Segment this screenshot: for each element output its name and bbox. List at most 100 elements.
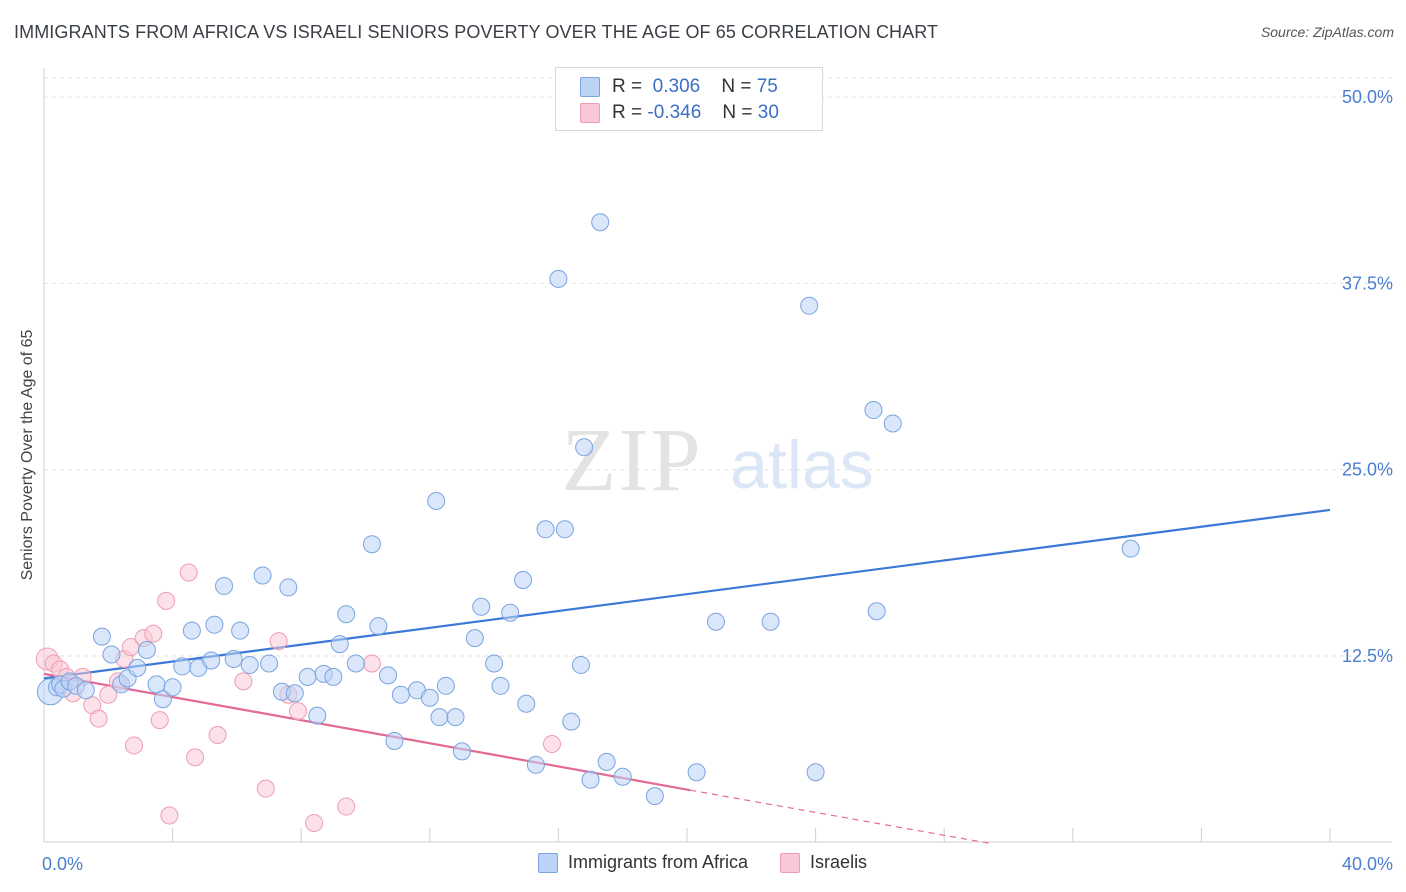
trend-line-africa [43, 508, 1331, 680]
point-israelis [269, 632, 288, 651]
source-label: Source: ZipAtlas.com [1260, 24, 1394, 40]
legend-swatch-africa [580, 77, 600, 97]
y-axis-label: Seniors Poverty Over the Age of 65 [19, 329, 36, 581]
point-africa [308, 706, 327, 725]
point-israelis [337, 797, 356, 816]
point-africa [1121, 539, 1140, 558]
legend-row-africa: R = 0.306 N = 75 [580, 75, 778, 99]
point-africa [452, 742, 471, 761]
stats-legend: R = 0.306 N = 75 R = -0.346 N = 30 [555, 67, 823, 131]
point-africa [514, 570, 533, 589]
point-africa [465, 629, 484, 648]
series-legend: Immigrants from Africa Israelis [538, 852, 899, 873]
point-africa [591, 213, 610, 232]
legend-item-africa: Immigrants from Africa [538, 852, 748, 873]
point-africa [92, 627, 111, 646]
point-africa [240, 655, 259, 674]
point-africa [597, 752, 616, 771]
point-africa [485, 654, 504, 673]
legend-label-africa: Immigrants from Africa [568, 852, 749, 872]
point-africa [298, 667, 317, 686]
point-israelis [288, 702, 307, 721]
point-africa [526, 755, 545, 774]
point-africa [137, 641, 156, 660]
legend-n-value: 75 [756, 76, 778, 97]
tick-labels: 12.5% 25.0% 37.5% 50.0% 0.0% 40.0% [42, 87, 1393, 874]
point-africa [436, 676, 455, 695]
point-israelis [99, 685, 118, 704]
point-africa [153, 690, 172, 709]
y-tick-label: 37.5% [1342, 273, 1393, 293]
point-africa [337, 605, 356, 624]
point-africa [215, 576, 234, 595]
point-africa [173, 657, 192, 676]
point-africa [324, 667, 343, 686]
point-africa [581, 770, 600, 789]
point-africa [761, 612, 780, 631]
point-africa [555, 520, 574, 539]
point-africa [800, 296, 819, 315]
point-africa [202, 651, 221, 670]
point-africa [562, 712, 581, 731]
legend-n-label: N = [721, 76, 752, 97]
point-africa [330, 635, 349, 654]
point-africa [420, 688, 439, 707]
legend-swatch-israelis [580, 103, 600, 123]
y-tick-label: 12.5% [1342, 646, 1393, 666]
y-tick-label: 25.0% [1342, 460, 1393, 480]
point-africa [613, 767, 632, 786]
legend-label-israelis: Israelis [810, 852, 868, 872]
legend-swatch-africa [538, 852, 558, 873]
point-africa [806, 763, 825, 782]
point-israelis [234, 672, 253, 691]
legend-row-israelis: R = -0.346 N = 30 [580, 101, 779, 125]
legend-r-label: R = [612, 76, 643, 97]
point-israelis [362, 654, 381, 673]
point-africa [362, 535, 381, 554]
point-africa [706, 612, 725, 631]
trend-lines [43, 508, 1331, 845]
watermark-zip: ZIP [562, 411, 703, 510]
point-africa [491, 676, 510, 695]
point-africa [867, 602, 886, 621]
point-israelis [160, 806, 179, 825]
point-africa [102, 645, 121, 664]
point-africa [536, 520, 555, 539]
point-africa [379, 666, 398, 685]
point-africa [472, 597, 491, 616]
point-africa [128, 658, 147, 677]
trend-line-israelis-extension [690, 789, 993, 845]
point-africa [76, 681, 95, 700]
point-africa [501, 603, 520, 622]
point-africa [571, 655, 590, 674]
point-israelis [144, 624, 163, 643]
point-africa [385, 731, 404, 750]
point-israelis [89, 709, 108, 728]
point-israelis [157, 591, 176, 610]
chart-title: IMMIGRANTS FROM AFRICA VS ISRAELI SENIOR… [14, 22, 939, 42]
point-israelis [208, 726, 227, 745]
point-israelis [542, 734, 561, 753]
legend-r-label: R = [612, 102, 643, 123]
point-israelis [256, 779, 275, 798]
point-africa [864, 401, 883, 420]
point-africa [285, 684, 304, 703]
legend-n-label: N = [722, 102, 753, 123]
point-africa [430, 708, 449, 727]
point-israelis [179, 563, 198, 582]
point-africa [231, 621, 250, 640]
legend-item-israelis: Israelis [780, 852, 867, 873]
legend-swatch-israelis [780, 852, 801, 873]
trend-line-israelis [43, 672, 691, 792]
x-tick-label: 40.0% [1342, 854, 1393, 874]
point-israelis [186, 748, 205, 767]
point-africa [645, 787, 664, 806]
point-africa [883, 414, 902, 433]
watermark-atlas: atlas [730, 427, 874, 503]
point-africa [260, 654, 279, 673]
watermark: ZIP atlas [562, 411, 874, 510]
legend-r-value: 0.306 [652, 76, 701, 97]
point-africa [253, 566, 272, 585]
point-israelis [305, 813, 324, 832]
